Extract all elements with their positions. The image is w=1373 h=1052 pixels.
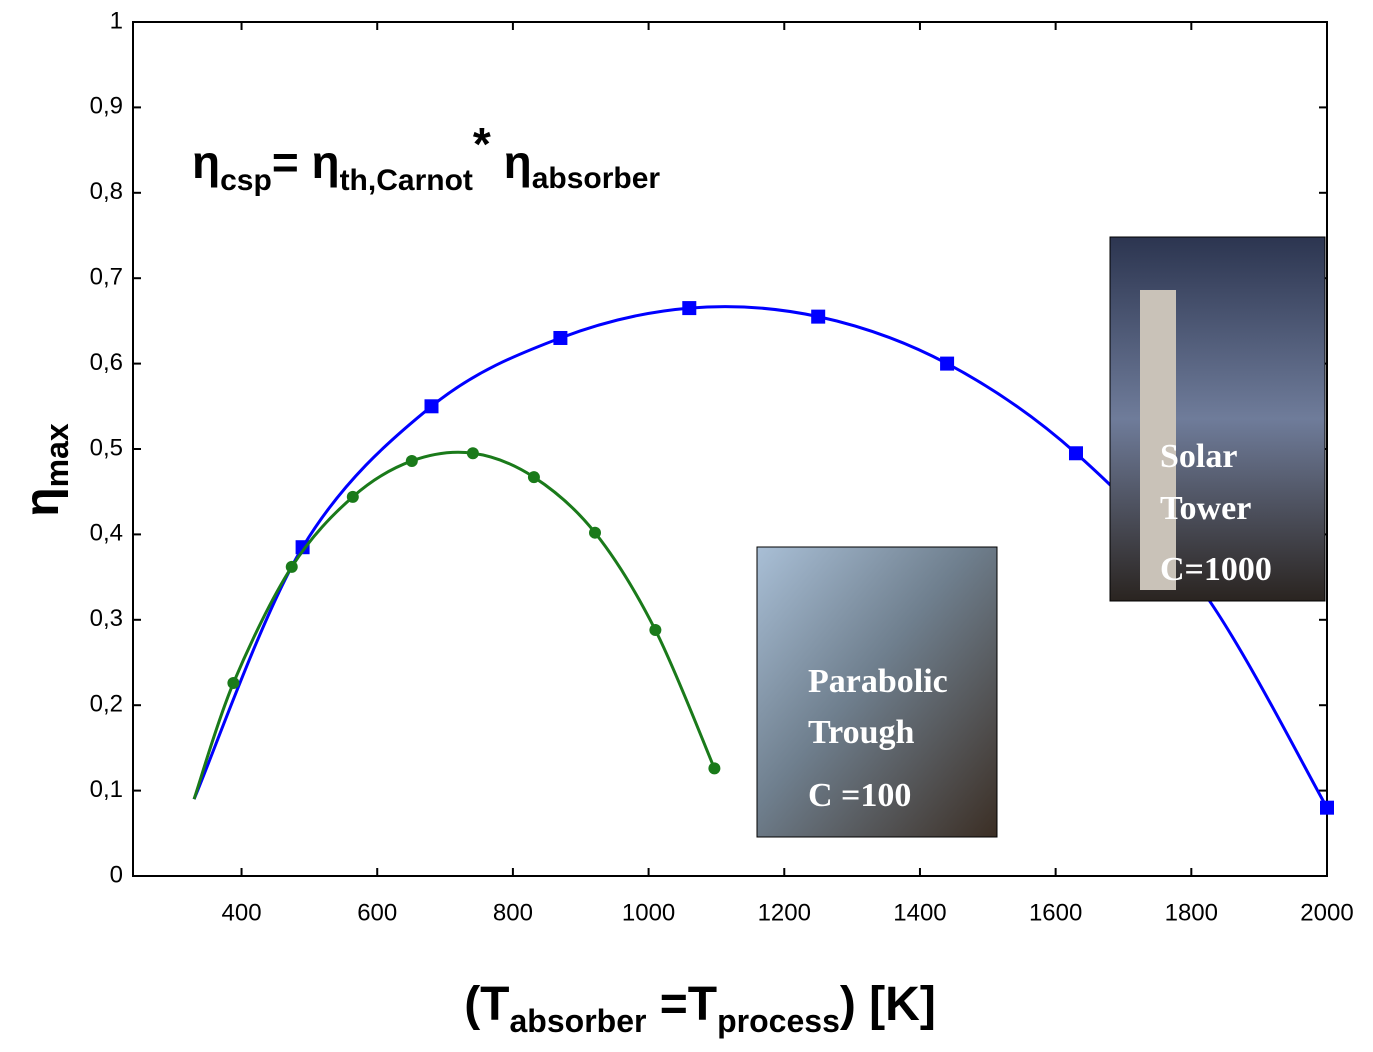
y-tick-label: 0,1 [90,776,123,803]
x-tick-label: 800 [493,899,533,926]
y-tick-label: 0,9 [90,93,123,120]
inset-tower: Solar Tower C=1000 [1110,237,1325,601]
marker [467,447,479,459]
y-tick-label: 0,8 [90,178,123,205]
series-line [194,452,714,799]
y-tick-label: 0,7 [90,264,123,291]
x-tick-label: 1800 [1165,899,1218,926]
marker [708,762,720,774]
inset-text: C =100 [808,777,911,814]
x-axis-label: (Tabsorber =Tprocess) [K] [464,978,936,1039]
x-tick-label: 600 [357,899,397,926]
x-tick-label: 1200 [758,899,811,926]
x-tick-label: 2000 [1300,899,1353,926]
x-tick-label: 400 [222,899,262,926]
y-tick-label: 0,4 [90,520,123,547]
inset-text: Solar [1160,438,1237,475]
x-tick-label: 1000 [622,899,675,926]
inset-text: Tower [1160,490,1251,527]
marker [682,301,696,315]
marker [589,527,601,539]
marker [940,357,954,371]
y-tick-label: 0,5 [90,434,123,461]
marker [286,561,298,573]
y-tick-label: 0,2 [90,691,123,718]
y-tick-label: 0 [110,861,123,888]
marker [811,310,825,324]
y-tick-label: 1 [110,7,123,34]
inset-text: C=1000 [1160,551,1272,588]
x-tick-label: 1600 [1029,899,1082,926]
marker [1069,446,1083,460]
x-tick-label: 1400 [893,899,946,926]
inset-text: Parabolic [808,663,948,700]
inset-text: Trough [808,714,915,751]
marker [649,624,661,636]
marker [1320,801,1334,815]
marker [425,399,439,413]
formula: ηcsp= ηth,Carnot* ηabsorber [192,118,660,197]
inset-trough: Parabolic Trough C =100 [757,547,997,837]
y-tick-label: 0,6 [90,349,123,376]
y-axis-label: ηmax [16,423,75,517]
marker [227,677,239,689]
chart: ηcsp= ηth,Carnot* ηabsorber ηmax (Tabsor… [0,0,1373,1047]
marker [528,471,540,483]
marker [406,455,418,467]
marker [347,491,359,503]
marker [553,331,567,345]
y-tick-label: 0,3 [90,605,123,632]
